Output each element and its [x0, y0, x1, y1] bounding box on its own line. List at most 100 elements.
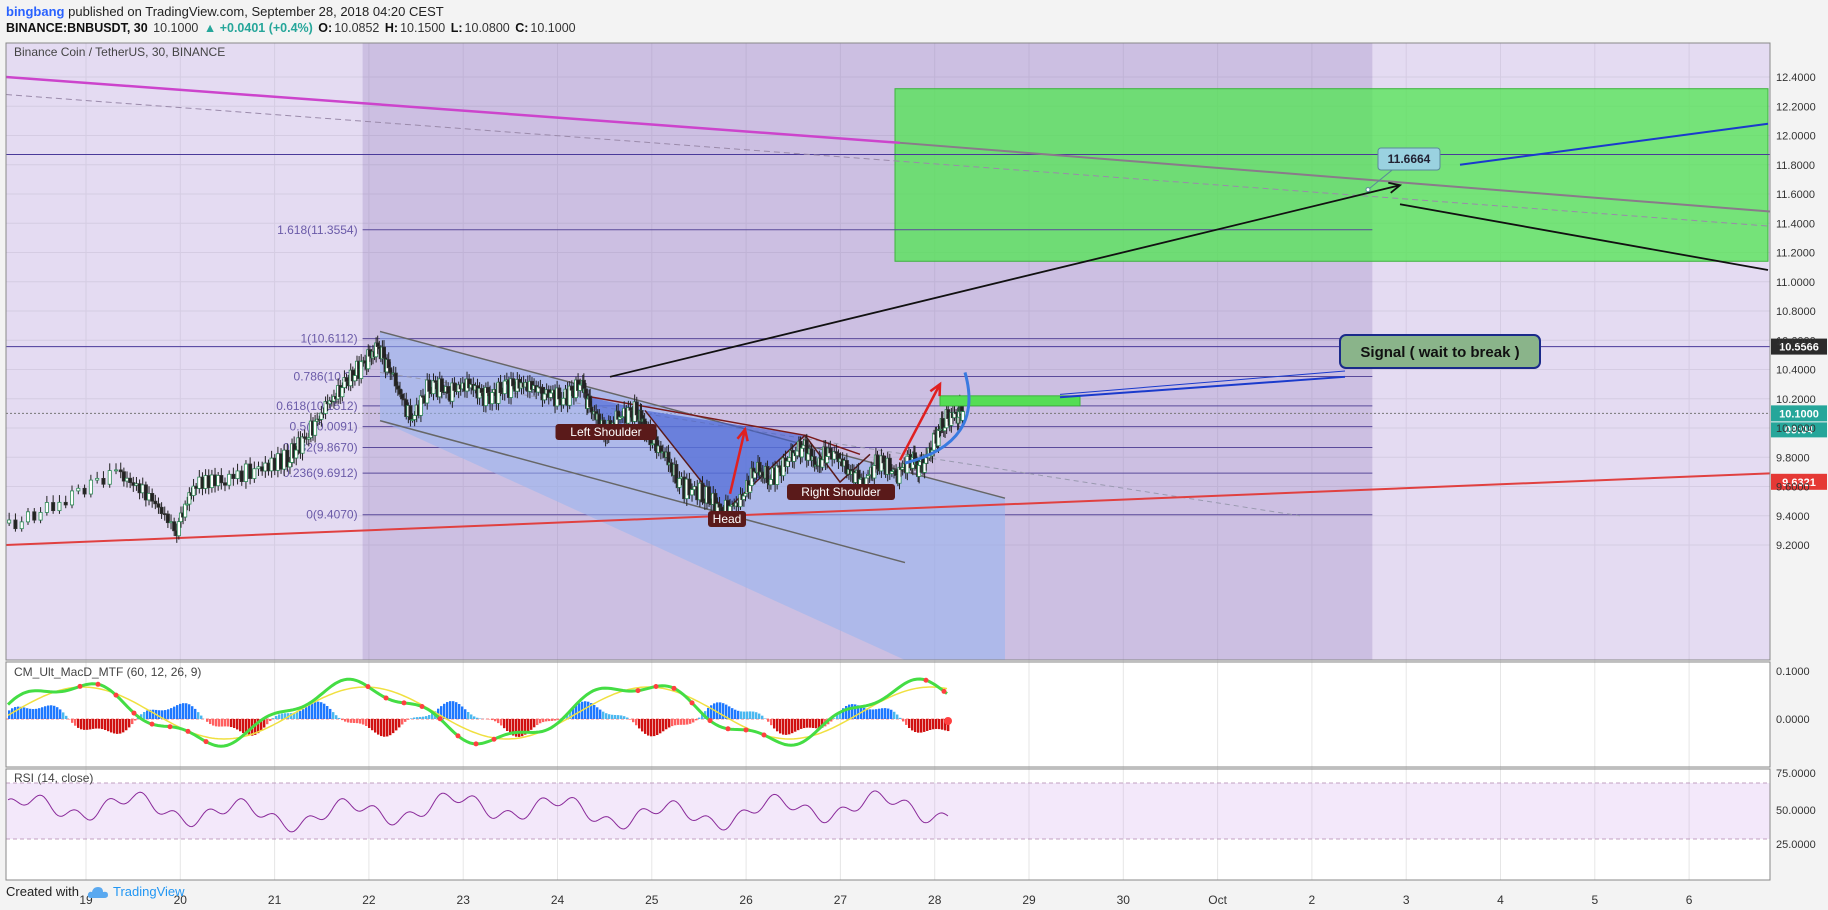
macd-bar: [230, 719, 233, 728]
candle-body: [118, 469, 123, 473]
candle-body: [222, 482, 227, 486]
candle-body: [687, 478, 692, 496]
macd-bar: [602, 711, 605, 719]
candle-body: [191, 485, 196, 496]
macd-bar: [623, 716, 626, 719]
macd-bar: [770, 719, 773, 726]
chart-title: Binance Coin / TetherUS, 30, BINANCE: [14, 45, 225, 59]
candle-body: [483, 387, 488, 406]
macd-bar: [650, 719, 653, 737]
macd-bar: [302, 709, 305, 719]
macd-bar: [632, 719, 635, 723]
macd-bar: [815, 719, 818, 729]
macd-bar: [278, 714, 281, 719]
fib-label: 0.618(10.1512): [276, 399, 357, 413]
macd-bar: [104, 719, 107, 730]
macd-bar: [146, 710, 149, 719]
macd-bar: [233, 719, 236, 729]
candle-body: [200, 476, 205, 489]
y-tick-label: 11.6000: [1776, 189, 1815, 201]
macd-bar: [653, 719, 656, 737]
macd-bar: [311, 703, 314, 719]
ohlc-line: BINANCE:BNBUSDT, 30 10.1000 ▲ +0.0401 (+…: [6, 21, 578, 35]
macd-bar: [836, 714, 839, 719]
macd-dot: [95, 681, 101, 687]
macd-bar: [134, 719, 137, 721]
macd-bar: [680, 719, 683, 725]
macd-bar: [605, 713, 608, 719]
macd-dot: [725, 726, 731, 732]
candle-body: [107, 470, 112, 485]
tradingview-brand[interactable]: TradingView: [112, 884, 185, 899]
target-zone: [894, 88, 1769, 262]
macd-dot: [113, 692, 119, 698]
macd-bar: [887, 708, 890, 719]
candle-body: [395, 385, 400, 390]
candle-body: [279, 453, 284, 470]
macd-bar: [26, 708, 29, 719]
macd-bar: [455, 702, 458, 719]
price-label-box: [1771, 338, 1827, 355]
macd-bar: [47, 705, 50, 719]
price-change: ▲ +0.0401 (+0.4%): [203, 21, 313, 35]
macd-bar: [416, 717, 419, 719]
candle-body: [294, 449, 299, 459]
macd-bar: [875, 709, 878, 719]
macd-bar: [728, 706, 731, 719]
macd-bar: [848, 704, 851, 719]
candle-body: [150, 493, 155, 502]
candle-body: [172, 521, 177, 532]
macd-bar: [170, 708, 173, 719]
candle-body: [393, 372, 398, 387]
candle-body: [44, 502, 49, 513]
macd-bar: [122, 719, 125, 733]
macd-bar: [158, 710, 161, 719]
y-tick-label: 9.2000: [1776, 540, 1810, 552]
macd-bar: [764, 718, 767, 719]
macd-bar: [776, 719, 779, 732]
y-tick-label: 11.2000: [1776, 248, 1815, 260]
macd-bar: [80, 719, 83, 730]
macd-bar: [785, 719, 788, 735]
macd-bar: [407, 719, 410, 720]
target-arrow: [609, 184, 1401, 378]
x-tick-label: 24: [551, 893, 565, 907]
macd-dot: [635, 688, 641, 694]
macd-bar: [596, 707, 599, 719]
chart-canvas[interactable]: 1.618(11.3554) 1(10.6112) 0.786(10.35 0.618…: [0, 40, 1828, 910]
macd-bar: [515, 719, 518, 737]
fib-label: 0(9.4070): [306, 508, 357, 522]
macd-bar: [200, 715, 203, 719]
macd-bar: [911, 719, 914, 731]
macd-bar: [857, 705, 860, 719]
macd-bar: [53, 705, 56, 719]
tradingview-link[interactable]: TradingView: [87, 884, 185, 899]
macd-dot: [149, 721, 155, 727]
macd-bar: [335, 715, 338, 719]
macd-bar: [779, 719, 782, 734]
macd-bar: [641, 719, 644, 732]
candle-body: [511, 378, 516, 387]
y-tick-label: 11.8000: [1776, 160, 1815, 172]
macd-bar: [425, 716, 428, 719]
macd-bar: [284, 713, 287, 719]
macd-bar: [545, 719, 548, 722]
candle-body: [7, 519, 12, 524]
macd-bar: [806, 719, 809, 728]
candle-body: [400, 393, 405, 400]
macd-bar: [218, 719, 221, 727]
macd-bar: [881, 708, 884, 719]
macd-bar: [14, 707, 17, 719]
macd-bar: [578, 703, 581, 719]
macd-bar: [293, 712, 296, 719]
y-tick-label: 11.4000: [1776, 218, 1815, 230]
y-tick-label: 9.8000: [1776, 452, 1810, 464]
macd-bar: [212, 719, 215, 726]
candle-body: [76, 487, 81, 492]
candle-body: [165, 513, 170, 524]
candle-body: [502, 380, 507, 395]
x-tick-label: 21: [268, 893, 282, 907]
rsi-line: [7, 790, 949, 833]
macd-bar: [842, 708, 845, 719]
author-name[interactable]: bingbang: [6, 4, 65, 19]
